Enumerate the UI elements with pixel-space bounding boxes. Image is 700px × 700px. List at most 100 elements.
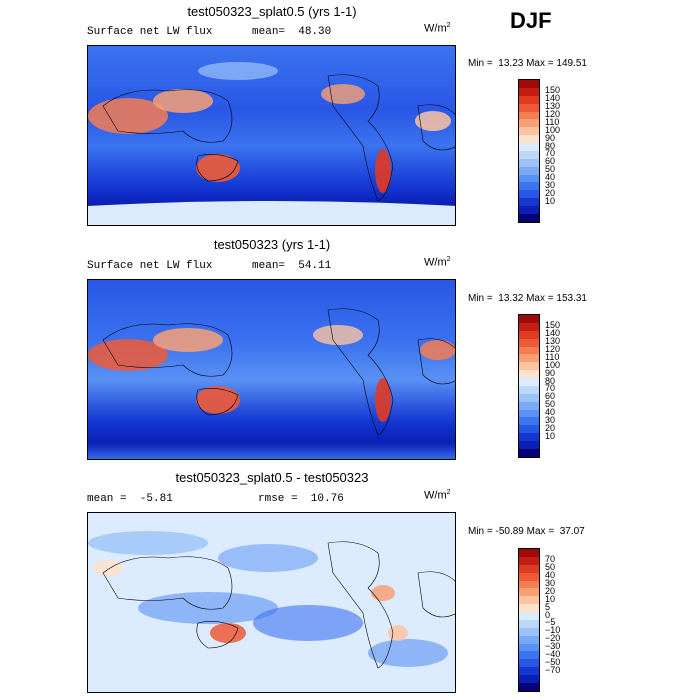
colorbar-swatch (519, 362, 539, 371)
panel-3-title: test050323_splat0.5 - test050323 (175, 470, 369, 485)
panel-2-map-graphic (88, 280, 455, 459)
colorbar-tick-label: −40 (545, 649, 561, 659)
colorbar-tick-label: −20 (545, 633, 561, 644)
colorbar-tick-label: 70 (545, 383, 556, 394)
colorbar-tick-label: 50 (545, 164, 556, 175)
panel-3-minmax: Min = -50.89 Max = 37.07 (468, 526, 585, 537)
colorbar-swatch (519, 659, 539, 668)
panel-1-units: W/m2 (424, 22, 451, 35)
colorbar-tick-label: 80 (545, 375, 556, 386)
colorbar-swatch (519, 370, 539, 378)
colorbar-swatch (519, 588, 539, 597)
colorbar-tick-label: 120 (545, 109, 561, 119)
colorbar-tick-label: 100 (545, 124, 561, 135)
panel-3-map (87, 512, 456, 693)
colorbar-tick-label: 5 (545, 601, 551, 612)
colorbar-tick-label: 40 (545, 570, 556, 581)
panel-3-map-graphic (88, 513, 455, 692)
colorbar-swatch (519, 166, 539, 175)
colorbar-swatch (519, 150, 539, 159)
colorbar-swatch (519, 417, 539, 426)
colorbar-swatch (519, 643, 539, 652)
colorbar-tick-label: 30 (545, 180, 556, 190)
colorbar-tick-label: 10 (545, 195, 556, 206)
colorbar-swatch (519, 190, 539, 199)
colorbar-tick-label: 40 (545, 172, 556, 183)
colorbar-tick-label: −70 (545, 664, 561, 675)
panel-1-minmax: Min = 13.23 Max = 149.51 (468, 58, 587, 69)
panel-1-stat: Surface net LW flux mean= 48.30 (87, 26, 332, 38)
colorbar-swatch (519, 682, 539, 691)
colorbar-tick-label: −30 (545, 641, 561, 652)
colorbar-swatch (519, 315, 539, 323)
colorbar-swatch (519, 596, 539, 605)
colorbar-swatch (519, 572, 539, 581)
colorbar-tick-label: 140 (545, 328, 561, 339)
panel-1-colorbar (518, 79, 540, 223)
panel-2-colorbar-labels: 150 140 130 120 110 100 90 80 70 60 50 40 30 20 10 (545, 314, 575, 458)
colorbar-swatch (519, 549, 539, 557)
colorbar-swatch (519, 627, 539, 636)
colorbar-tick-label: 20 (545, 422, 556, 433)
panel-2-map (87, 279, 456, 460)
panel-3-colorbar (518, 548, 540, 692)
colorbar-swatch (519, 604, 539, 612)
colorbar-tick-label: 10 (545, 593, 556, 604)
colorbar-swatch (519, 127, 539, 136)
colorbar-swatch (519, 409, 539, 418)
colorbar-swatch (519, 198, 539, 206)
panel-2-colorbar (518, 314, 540, 458)
colorbar-swatch (519, 119, 539, 128)
colorbar-swatch (519, 401, 539, 410)
colorbar-swatch (519, 95, 539, 104)
colorbar-tick-label: 80 (545, 140, 556, 151)
colorbar-tick-label: 120 (545, 344, 561, 354)
colorbar-swatch (519, 354, 539, 363)
colorbar-swatch (519, 174, 539, 183)
colorbar-swatch (519, 667, 539, 675)
colorbar-swatch (519, 206, 539, 214)
colorbar-swatch (519, 143, 539, 151)
colorbar-tick-label: 10 (545, 430, 556, 441)
colorbar-swatch (519, 103, 539, 112)
colorbar-swatch (519, 80, 539, 88)
colorbar-swatch (519, 322, 539, 331)
colorbar-tick-label: 130 (545, 101, 561, 112)
colorbar-tick-label: 0 (545, 609, 551, 620)
colorbar-swatch (519, 448, 539, 457)
season-label: DJF (510, 8, 552, 33)
colorbar-tick-label: 130 (545, 336, 561, 347)
panel-1-map (87, 45, 456, 226)
colorbar-swatch (519, 619, 539, 628)
colorbar-tick-label: 30 (545, 415, 556, 425)
colorbar-swatch (519, 393, 539, 402)
panel-1-title: test050323_splat0.5 (yrs 1-1) (187, 4, 357, 19)
colorbar-swatch (519, 346, 539, 355)
colorbar-swatch (519, 564, 539, 573)
colorbar-swatch (519, 378, 539, 386)
colorbar-swatch (519, 556, 539, 565)
panel-3-stat-mean: mean = -5.81 (87, 493, 173, 505)
colorbar-tick-label: 150 (545, 320, 561, 331)
colorbar-swatch (519, 635, 539, 644)
colorbar-tick-label: 60 (545, 156, 556, 167)
colorbar-tick-label: 110 (545, 351, 560, 362)
colorbar-swatch (519, 675, 539, 683)
colorbar-tick-label: 90 (545, 367, 556, 378)
colorbar-swatch (519, 87, 539, 96)
panel-3-stat-rmse: rmse = 10.76 (258, 493, 344, 505)
colorbar-swatch (519, 651, 539, 660)
colorbar-swatch (519, 612, 539, 620)
colorbar-swatch (519, 441, 539, 449)
panel-1-map-graphic (88, 46, 455, 225)
colorbar-swatch (519, 385, 539, 394)
colorbar-tick-label: 20 (545, 187, 556, 198)
colorbar-swatch (519, 330, 539, 339)
colorbar-tick-label: 150 (545, 85, 561, 96)
colorbar-tick-label: 140 (545, 93, 561, 104)
colorbar-tick-label: 30 (545, 578, 556, 588)
colorbar-swatch (519, 338, 539, 347)
colorbar-swatch (519, 213, 539, 222)
panel-2-minmax: Min = 13.32 Max = 153.31 (468, 293, 587, 304)
colorbar-tick-label: 70 (545, 148, 556, 159)
